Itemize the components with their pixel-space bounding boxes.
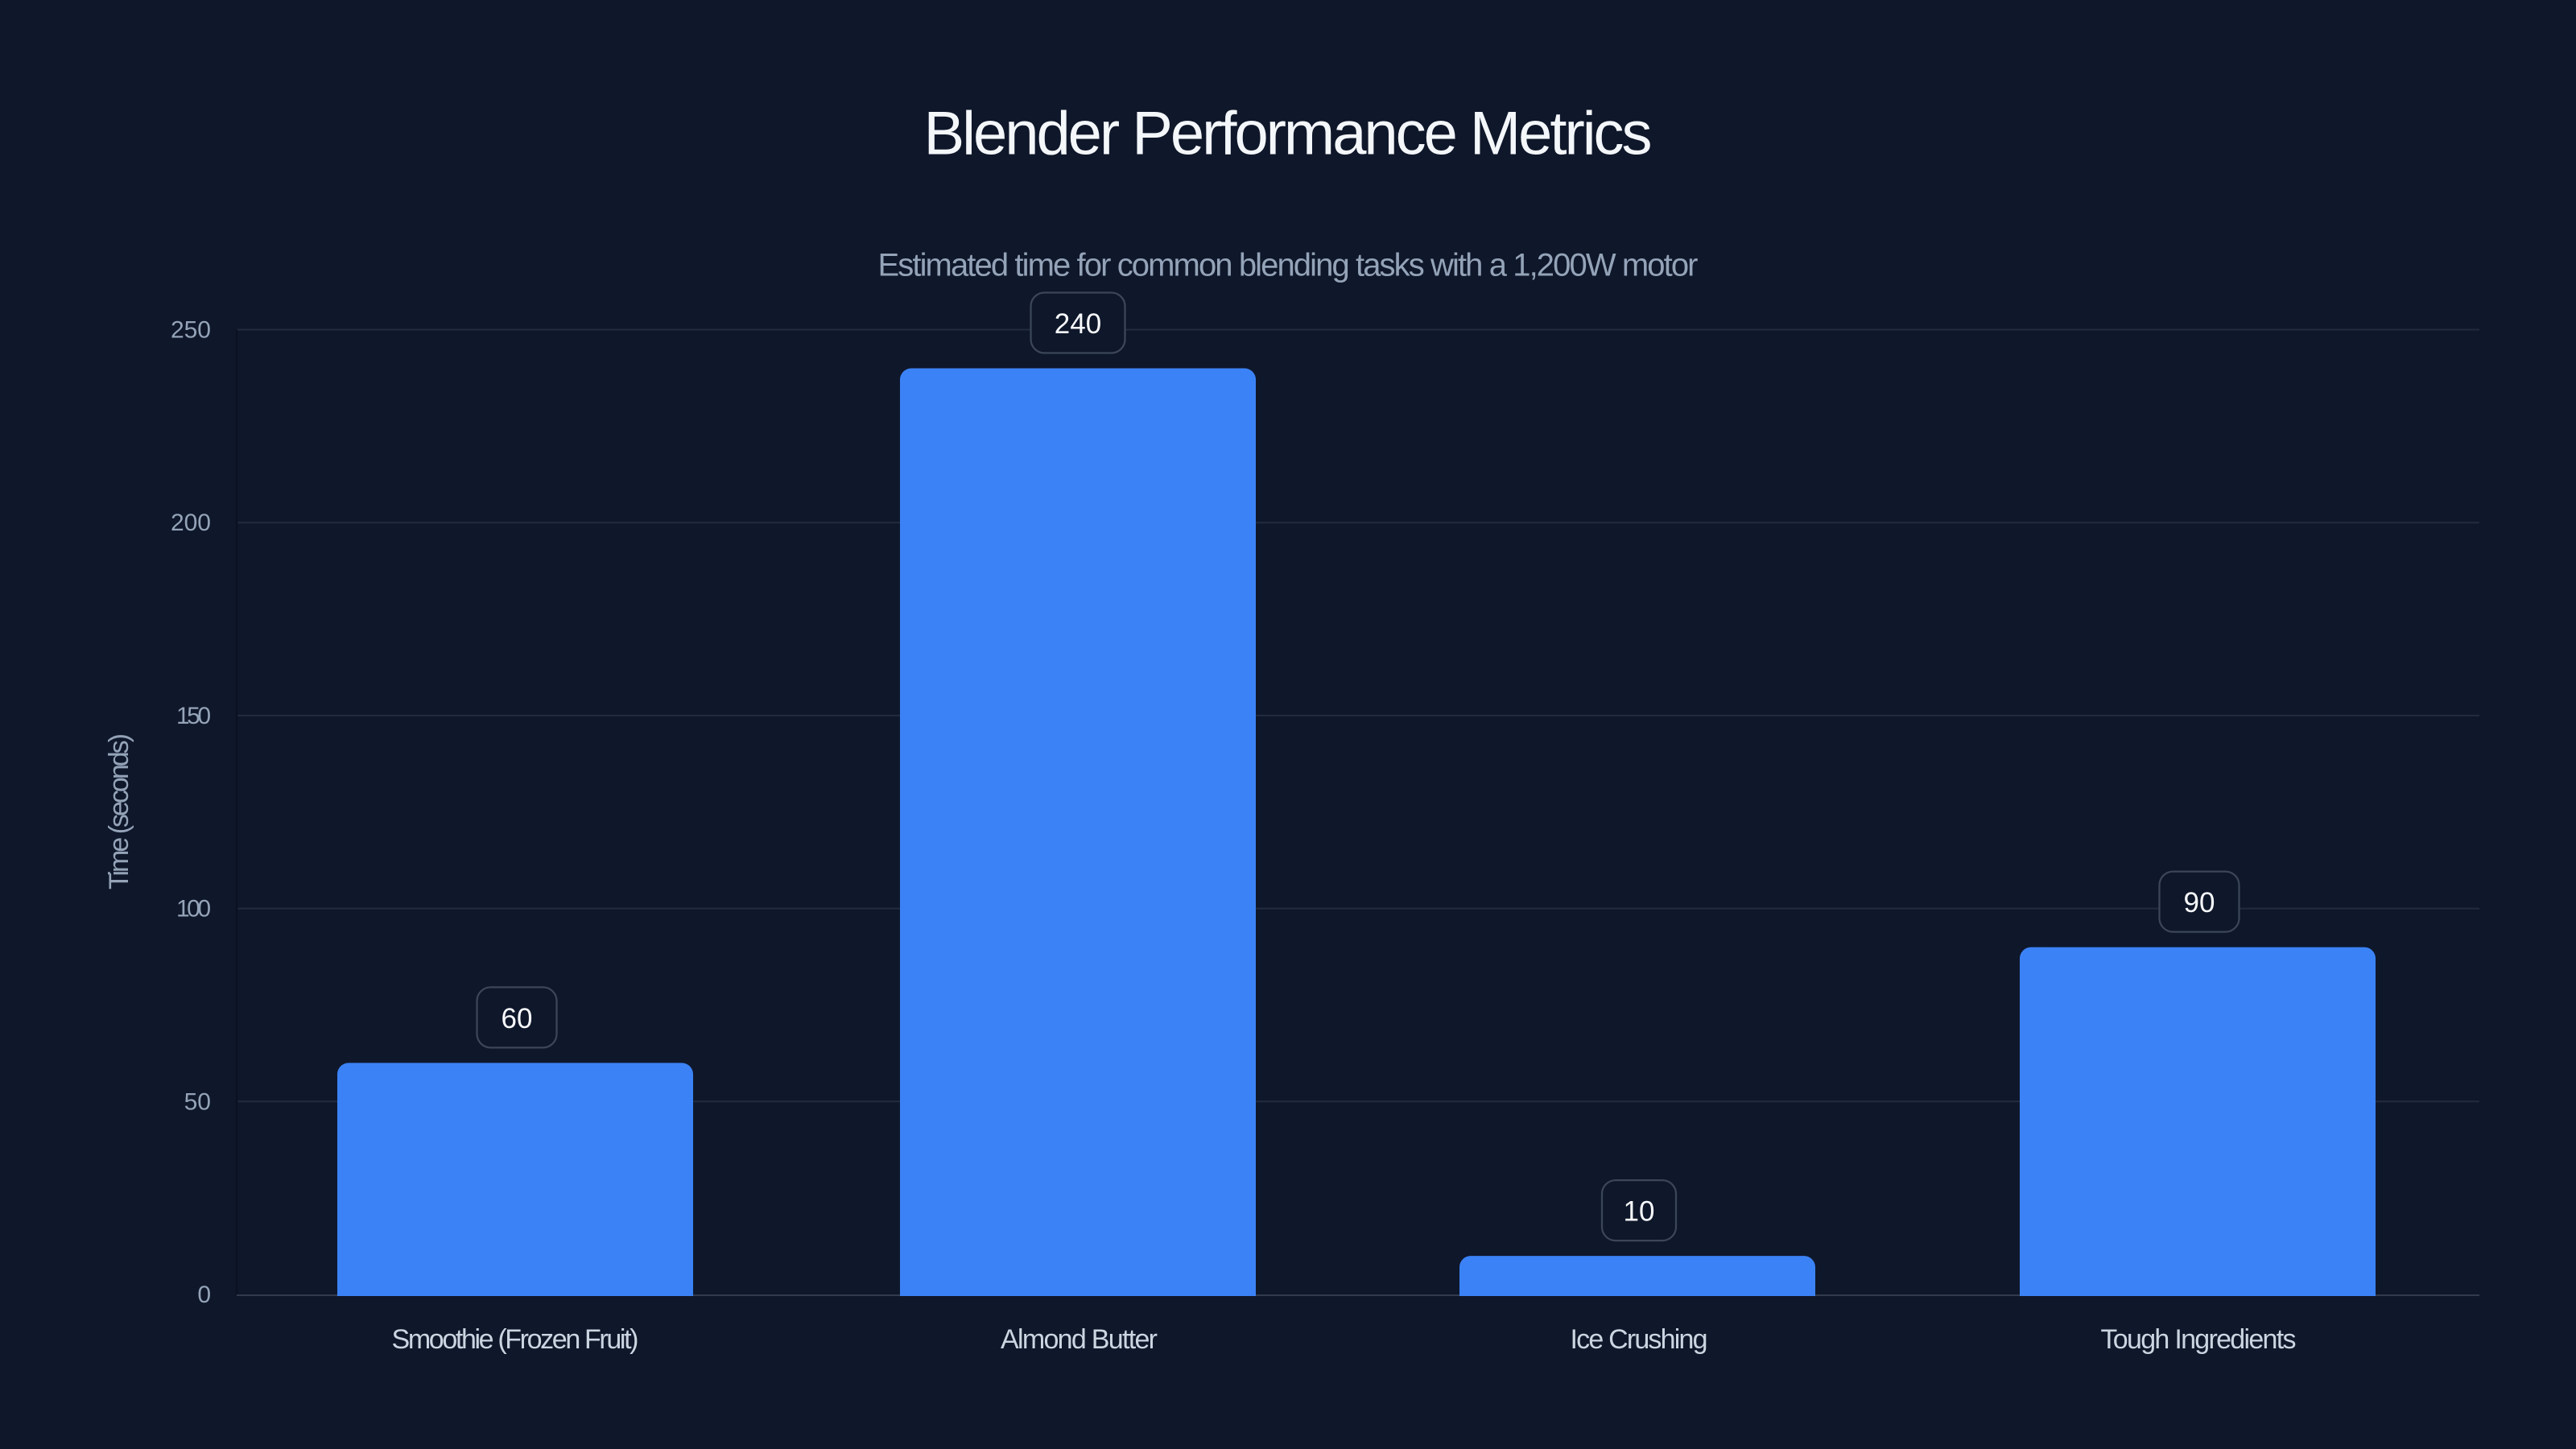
- svg-text:10: 10: [1624, 1196, 1655, 1228]
- svg-text:Tough Ingredients: Tough Ingredients: [2101, 1324, 2297, 1355]
- svg-text:50: 50: [184, 1088, 211, 1115]
- svg-text:200: 200: [171, 510, 211, 536]
- svg-text:Blender Performance Metrics: Blender Performance Metrics: [924, 100, 1653, 168]
- svg-text:90: 90: [2184, 887, 2215, 919]
- svg-text:100: 100: [176, 896, 211, 923]
- svg-text:Smoothie (Frozen Fruit): Smoothie (Frozen Fruit): [392, 1324, 639, 1355]
- svg-text:60: 60: [502, 1003, 533, 1034]
- svg-text:250: 250: [171, 317, 211, 344]
- svg-text:150: 150: [176, 703, 211, 729]
- svg-text:Almond Butter: Almond Butter: [1001, 1324, 1158, 1355]
- svg-text:240: 240: [1055, 308, 1101, 340]
- svg-text:Estimated time for common blen: Estimated time for common blending tasks…: [878, 248, 1699, 283]
- svg-text:0: 0: [197, 1282, 211, 1308]
- svg-text:Time (seconds): Time (seconds): [104, 733, 134, 890]
- svg-text:Ice Crushing: Ice Crushing: [1571, 1324, 1708, 1355]
